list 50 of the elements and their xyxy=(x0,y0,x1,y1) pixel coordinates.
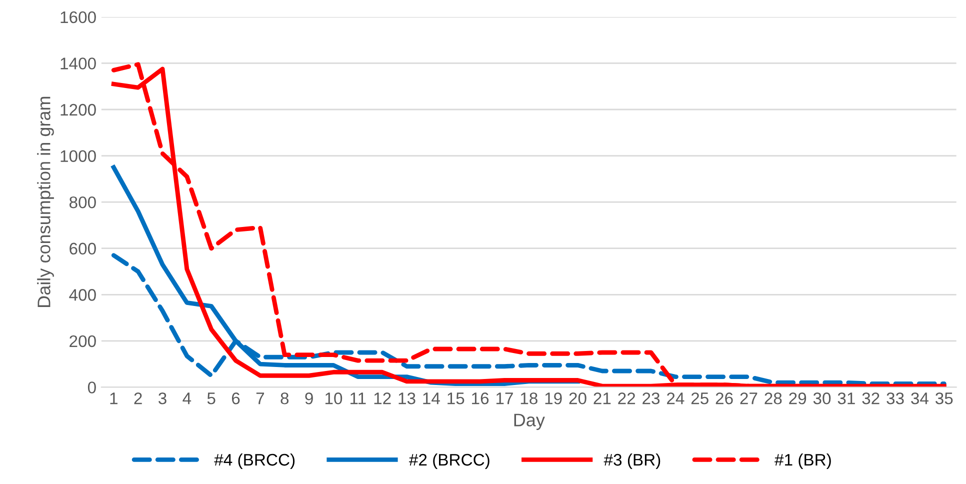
x-tick-label: 25 xyxy=(691,392,708,404)
x-tick-label: 33 xyxy=(886,392,904,404)
x-tick-label: 27 xyxy=(740,392,758,404)
x-tick-label: 35 xyxy=(935,392,953,404)
y-tick-label: 800 xyxy=(69,196,96,208)
y-tick-label: 1400 xyxy=(60,58,96,70)
y-tick-label: 600 xyxy=(70,242,96,255)
x-tick-label: 31 xyxy=(838,392,855,404)
x-tick-label: 18 xyxy=(520,392,538,404)
x-tick-label: 14 xyxy=(423,392,440,404)
x-tick-label: 30 xyxy=(813,392,831,404)
x-tick-label: 13 xyxy=(398,392,416,404)
y-tick-label: 0 xyxy=(88,382,96,394)
x-tick-label: 19 xyxy=(545,392,562,404)
y-tick-label: 400 xyxy=(69,289,96,301)
x-tick-label: 32 xyxy=(862,392,880,404)
x-tick-label: 20 xyxy=(569,392,586,404)
x-tick-label: 2 xyxy=(134,392,142,404)
x-tick-label: 5 xyxy=(207,392,216,404)
x-tick-label: 11 xyxy=(350,392,366,404)
x-tick-label: 21 xyxy=(594,392,611,404)
x-tick-label: 15 xyxy=(448,392,464,404)
x-tick-label: 3 xyxy=(158,392,166,404)
y-axis-title: Daily consumption in gram xyxy=(37,96,54,307)
y-tick-label: 200 xyxy=(70,335,96,348)
x-tick-label: 1 xyxy=(110,392,118,404)
legend-label: #3 (BR) xyxy=(604,453,660,469)
x-tick-label: 29 xyxy=(789,392,806,404)
legend-label: #2 (BRCC) xyxy=(408,453,490,469)
x-axis-title: Day xyxy=(514,414,545,430)
x-tick-label: 9 xyxy=(305,392,313,404)
x-tick-label: 24 xyxy=(667,392,684,404)
x-tick-label: 10 xyxy=(325,392,342,404)
x-tick-label: 8 xyxy=(280,392,289,404)
y-tick-label: 1000 xyxy=(60,150,96,162)
x-tick-label: 22 xyxy=(618,392,636,404)
legend-label: #1 (BR) xyxy=(774,453,831,469)
x-tick-label: 17 xyxy=(496,392,513,404)
x-tick-label: 16 xyxy=(472,392,489,404)
x-tick-label: 23 xyxy=(642,392,660,404)
y-tick-label: 1600 xyxy=(60,11,96,24)
x-tick-label: 6 xyxy=(232,392,240,404)
x-tick-label: 7 xyxy=(256,392,264,404)
x-tick-label: 28 xyxy=(764,392,782,404)
x-tick-label: 12 xyxy=(374,392,391,404)
x-tick-label: 34 xyxy=(911,392,928,404)
legend-label: #4 (BRCC) xyxy=(214,453,295,469)
y-tick-label: 1200 xyxy=(60,104,96,116)
x-tick-label: 26 xyxy=(716,392,733,404)
x-tick-label: 4 xyxy=(182,392,192,404)
